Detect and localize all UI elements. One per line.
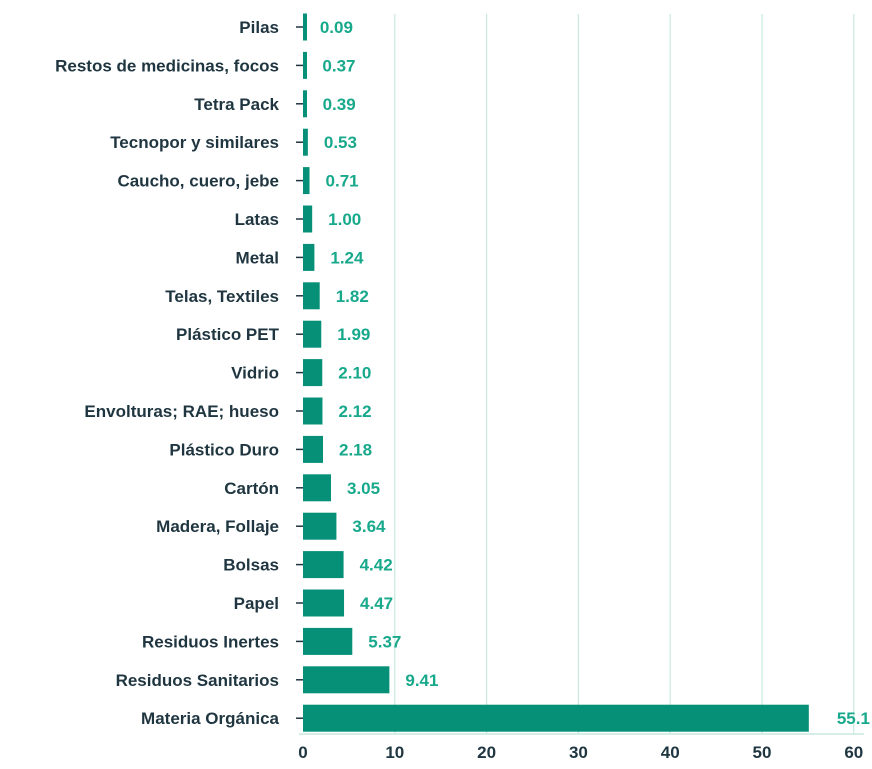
grid-lines xyxy=(394,14,855,734)
bar-9 xyxy=(303,359,323,387)
category-label-13: Madera, Follaje xyxy=(156,517,279,536)
bar-13 xyxy=(303,512,337,540)
bar-6 xyxy=(303,243,315,271)
category-label-10: Envolturas; RAE; hueso xyxy=(84,402,279,421)
bar-11 xyxy=(303,435,324,463)
value-label-14: 4.42 xyxy=(360,556,393,575)
value-label-8: 1.99 xyxy=(337,325,370,344)
category-label-1: Restos de medicinas, focos xyxy=(55,56,279,75)
category-label-6: Metal xyxy=(236,248,279,267)
value-label-9: 2.10 xyxy=(338,364,371,383)
value-label-3: 0.53 xyxy=(324,133,357,152)
category-label-17: Residuos Sanitarios xyxy=(116,671,279,690)
x-tick-label-50: 50 xyxy=(753,743,772,762)
value-label-17: 9.41 xyxy=(405,671,438,690)
x-tick-label-30: 30 xyxy=(569,743,588,762)
category-label-3: Tecnopor y similares xyxy=(110,133,279,152)
category-label-15: Papel xyxy=(234,594,279,613)
labels: 0 10 20 30 40 50 60 Pilas 0.09 Restos de medicina… xyxy=(55,18,870,762)
category-label-5: Latas xyxy=(235,210,279,229)
value-label-2: 0.39 xyxy=(323,95,356,114)
bars xyxy=(303,13,809,732)
bar-3 xyxy=(303,128,308,156)
bar-1 xyxy=(303,51,307,79)
value-label-0: 0.09 xyxy=(320,18,353,37)
category-label-14: Bolsas xyxy=(223,556,279,575)
category-label-12: Cartón xyxy=(224,479,279,498)
category-label-8: Plástico PET xyxy=(176,325,280,344)
bar-8 xyxy=(303,320,322,348)
value-label-16: 5.37 xyxy=(368,632,401,651)
value-label-11: 2.18 xyxy=(339,440,372,459)
value-label-15: 4.47 xyxy=(360,594,393,613)
x-tick-label-40: 40 xyxy=(661,743,680,762)
x-tick-label-60: 60 xyxy=(844,743,863,762)
bar-18 xyxy=(303,704,809,732)
value-label-5: 1.00 xyxy=(328,210,361,229)
x-tick-label-0: 0 xyxy=(298,743,307,762)
category-label-4: Caucho, cuero, jebe xyxy=(117,172,279,191)
bar-2 xyxy=(303,90,307,118)
bar-15 xyxy=(303,589,345,617)
bar-16 xyxy=(303,627,353,655)
bar-12 xyxy=(303,474,331,502)
value-label-13: 3.64 xyxy=(352,517,386,536)
bar-14 xyxy=(303,551,344,579)
value-label-4: 0.71 xyxy=(326,172,359,191)
value-label-7: 1.82 xyxy=(336,287,369,306)
bar-0 xyxy=(303,13,307,41)
x-tick-label-10: 10 xyxy=(385,743,404,762)
bar-17 xyxy=(303,666,390,694)
value-label-18: 55.1 xyxy=(837,709,870,728)
bar-10 xyxy=(303,397,323,425)
value-label-1: 0.37 xyxy=(322,56,355,75)
bar-5 xyxy=(303,205,313,233)
category-label-11: Plástico Duro xyxy=(169,440,279,459)
value-label-12: 3.05 xyxy=(347,479,380,498)
axes xyxy=(296,26,864,735)
category-label-16: Residuos Inertes xyxy=(142,632,279,651)
category-label-2: Tetra Pack xyxy=(194,95,279,114)
bar-7 xyxy=(303,282,320,310)
bar-4 xyxy=(303,167,310,195)
category-label-7: Telas, Textiles xyxy=(165,287,279,306)
category-label-9: Vidrio xyxy=(231,364,279,383)
value-label-6: 1.24 xyxy=(330,248,364,267)
x-tick-label-20: 20 xyxy=(477,743,496,762)
category-label-18: Materia Orgánica xyxy=(141,709,279,728)
value-label-10: 2.12 xyxy=(338,402,371,421)
category-label-0: Pilas xyxy=(239,18,279,37)
